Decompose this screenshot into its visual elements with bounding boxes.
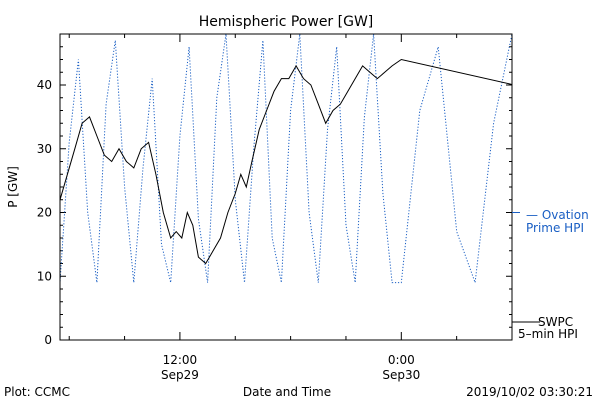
series-line-ovation-prime [60,34,512,285]
legend-swpc-label-line2: 5–min HPI [518,327,578,341]
x-tick-time-label: 12:00 [163,353,198,367]
y-tick-label: 40 [37,78,52,92]
y-axis: 0 10 20 30 40 [37,46,512,347]
plot-series [60,34,512,285]
legend-swpc-label: SWPC [538,315,573,329]
y-tick-label: 10 [37,269,52,283]
x-axis-label: Date and Time [243,385,331,399]
legend-ovation-label-line2: Prime HPI [526,221,584,235]
x-tick-date-label: Sep30 [382,368,420,382]
y-tick-label: 0 [44,333,52,347]
plot-frame [59,33,513,341]
chart-title: Hemispheric Power [GW] [199,14,374,30]
x-tick-time-label: 0:00 [388,353,415,367]
y-tick-label: 30 [37,142,52,156]
legend: — Ovation Prime HPI SWPC 5–min HPI [512,208,589,341]
x-tick-date-label: Sep29 [161,368,199,382]
generated-timestamp: 2019/10/02 03:30:21 [466,385,593,399]
legend-ovation-label: — Ovation [526,208,589,222]
y-axis-label: P [GW] [6,166,20,208]
plot-credit: Plot: CCMC [4,385,70,399]
y-tick-label: 20 [37,206,52,220]
series-line-swpc [60,58,512,265]
